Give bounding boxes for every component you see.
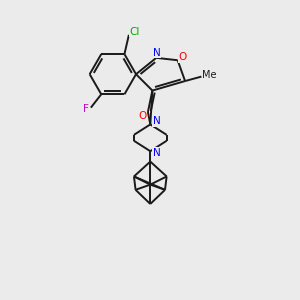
Text: Cl: Cl bbox=[129, 27, 140, 37]
Text: F: F bbox=[82, 104, 88, 114]
Text: O: O bbox=[178, 52, 187, 62]
Text: N: N bbox=[153, 48, 160, 58]
Text: O: O bbox=[138, 111, 147, 122]
Text: Me: Me bbox=[202, 70, 217, 80]
Text: N: N bbox=[153, 148, 161, 158]
Text: N: N bbox=[153, 116, 161, 127]
